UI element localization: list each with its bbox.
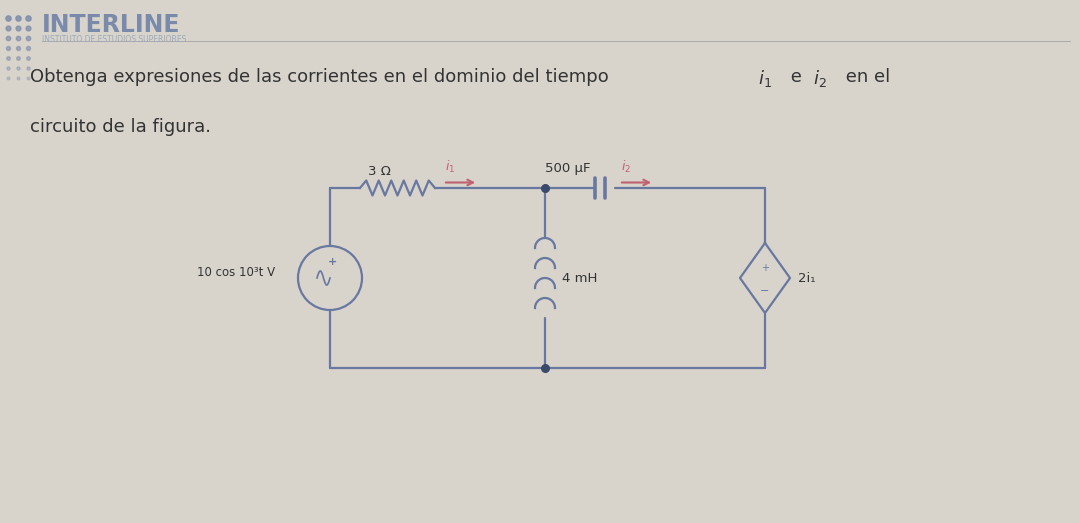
Text: Obtenga expresiones de las corrientes en el dominio del tiempo: Obtenga expresiones de las corrientes en…	[30, 68, 615, 86]
Text: −: −	[760, 286, 770, 296]
Text: 500 μF: 500 μF	[545, 162, 591, 175]
Text: +: +	[761, 263, 769, 273]
Text: e: e	[785, 68, 808, 86]
Text: INTERLINE: INTERLINE	[42, 13, 180, 37]
Text: $i_1$: $i_1$	[445, 159, 455, 175]
Text: circuito de la figura.: circuito de la figura.	[30, 118, 211, 136]
Text: 3 Ω: 3 Ω	[368, 165, 391, 178]
Text: $i_2$: $i_2$	[813, 68, 827, 89]
Text: 2i₁: 2i₁	[798, 271, 815, 285]
Text: $i_2$: $i_2$	[621, 159, 631, 175]
Text: 4 mH: 4 mH	[562, 271, 597, 285]
Text: en el: en el	[840, 68, 890, 86]
Text: $i_1$: $i_1$	[758, 68, 772, 89]
Text: +: +	[328, 257, 338, 267]
Text: 10 cos 10³t V: 10 cos 10³t V	[197, 267, 275, 279]
Text: INSTITUTO DE ESTUDIOS SUPERIORES: INSTITUTO DE ESTUDIOS SUPERIORES	[42, 35, 187, 44]
